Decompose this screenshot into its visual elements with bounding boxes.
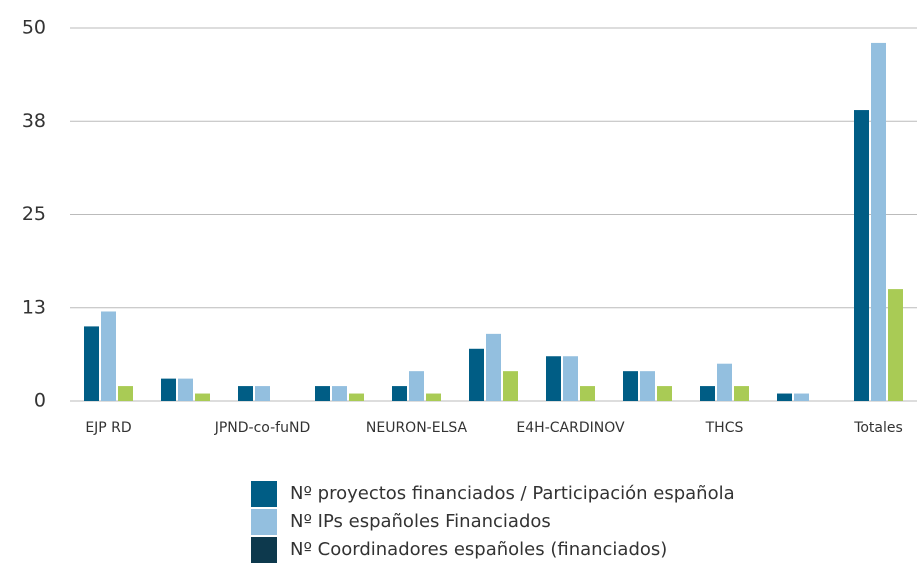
bar xyxy=(734,386,749,401)
bar xyxy=(623,371,638,401)
x-tick-label: Totales xyxy=(853,420,903,436)
legend-swatch xyxy=(251,481,277,507)
bar xyxy=(332,386,347,401)
y-tick-label: 13 xyxy=(22,296,46,318)
x-tick-label: E4H-CARDINOV xyxy=(516,420,625,436)
bar xyxy=(409,371,424,401)
bar xyxy=(854,110,869,401)
x-tick-label: JPND-co-fuND xyxy=(214,420,311,436)
legend-swatch xyxy=(251,509,277,535)
bar xyxy=(546,356,561,401)
bar xyxy=(118,386,133,401)
bar xyxy=(426,393,441,401)
bar xyxy=(503,371,518,401)
bar xyxy=(84,326,99,401)
bar xyxy=(238,386,253,401)
bar xyxy=(777,393,792,401)
x-tick-label: THCS xyxy=(705,420,744,436)
bar xyxy=(657,386,672,401)
bar xyxy=(392,386,407,401)
y-tick-label: 38 xyxy=(22,110,46,132)
legend-label: Nº proyectos financiados / Participación… xyxy=(290,483,735,504)
y-tick-label: 50 xyxy=(22,17,46,39)
y-tick-label: 0 xyxy=(34,390,46,412)
bar xyxy=(255,386,270,401)
bar xyxy=(349,393,364,401)
bar xyxy=(888,289,903,401)
bar xyxy=(486,333,501,401)
bar xyxy=(101,311,116,401)
bar xyxy=(640,371,655,401)
legend-swatch xyxy=(251,537,277,563)
x-tick-label: EJP RD xyxy=(85,420,131,436)
bar xyxy=(580,386,595,401)
bar xyxy=(161,378,176,401)
bar xyxy=(700,386,715,401)
bar xyxy=(315,386,330,401)
legend-label: Nº IPs españoles Financiados xyxy=(290,511,551,532)
bar xyxy=(717,363,732,401)
bar xyxy=(563,356,578,401)
legend-label: Nº Coordinadores españoles (financiados) xyxy=(290,539,667,560)
bar xyxy=(195,393,210,401)
bar xyxy=(871,42,886,402)
bar xyxy=(794,393,809,401)
x-tick-label: NEURON-ELSA xyxy=(366,420,468,436)
bar xyxy=(178,378,193,401)
y-tick-label: 25 xyxy=(22,203,46,225)
bar xyxy=(469,348,484,401)
